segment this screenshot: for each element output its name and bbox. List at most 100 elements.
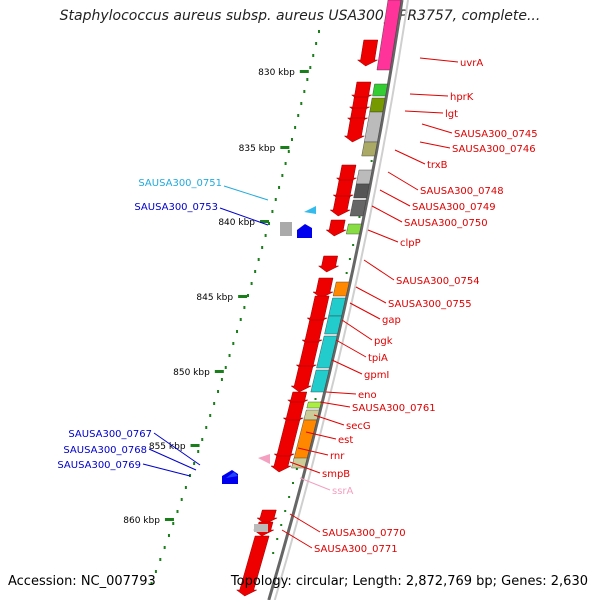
tick-guide-dot xyxy=(278,186,281,189)
feature-block xyxy=(369,97,386,113)
tick-guide-dot xyxy=(217,390,220,393)
tick-guide-dot xyxy=(232,342,235,345)
kbp-tick-mark xyxy=(299,70,309,73)
tick-guide-dot xyxy=(220,378,223,381)
accession-text: Accession: NC_007793 xyxy=(8,574,156,589)
tick-guide-dot xyxy=(274,198,277,201)
gene-label: pgk xyxy=(374,336,393,347)
kbp-tick-mark xyxy=(280,146,290,149)
gene-label: SAUSA300_0771 xyxy=(314,544,398,555)
gene-label: gap xyxy=(382,315,401,326)
rna-feature xyxy=(258,454,270,464)
reverse-gene-block xyxy=(280,222,292,236)
inner-guide-dot xyxy=(272,552,275,554)
tick-guide-dot xyxy=(172,522,175,525)
forward-gene-arrow xyxy=(235,535,270,597)
inner-guide-dot xyxy=(280,524,283,526)
label-connector xyxy=(325,391,357,395)
label-connector xyxy=(355,286,387,304)
inner-guide-dot xyxy=(358,216,361,218)
gene-label: SAUSA300_0754 xyxy=(396,276,480,287)
label-connector xyxy=(409,93,449,97)
feature-block xyxy=(310,369,330,393)
label-connector xyxy=(363,259,395,281)
tick-guide-dot xyxy=(284,162,287,165)
gene-label: SAUSA300_0746 xyxy=(452,144,536,155)
tick-guide-dot xyxy=(250,282,253,285)
inner-guide-dot xyxy=(314,398,317,400)
kbp-tick-mark xyxy=(164,518,174,521)
tick-guide-dot xyxy=(193,462,196,465)
tick-guide-dot xyxy=(213,402,216,405)
gene-label: tpiA xyxy=(368,353,388,364)
label-connector xyxy=(299,477,331,491)
tick-guide-dot xyxy=(264,234,267,237)
label-connector xyxy=(341,319,373,341)
inner-guide-dot xyxy=(352,244,355,246)
kbp-tick-mark xyxy=(260,220,270,223)
feature-block xyxy=(291,457,308,469)
kbp-tick-label: 855 kbp xyxy=(149,442,186,452)
feature-block xyxy=(316,335,338,369)
tick-guide-dot xyxy=(281,174,284,177)
tick-guide-dot xyxy=(254,270,257,273)
tick-guide-dot xyxy=(290,138,293,141)
inner-guide-dot xyxy=(284,510,287,512)
gene-label: secG xyxy=(346,421,371,432)
gene-label: ssrA xyxy=(332,486,354,497)
forward-gene-arrow xyxy=(290,365,314,393)
feature-block xyxy=(303,409,320,421)
tick-guide-dot xyxy=(300,102,303,105)
gene-label-left: SAUSA300_0768 xyxy=(63,445,147,456)
label-connector xyxy=(319,401,351,408)
backbone-inner xyxy=(273,0,409,600)
feature-block xyxy=(356,169,373,185)
gene-label: SAUSA300_0745 xyxy=(454,129,538,140)
tick-guide-dot xyxy=(159,558,162,561)
tick-guide-dot xyxy=(176,510,179,513)
tick-guide-dot xyxy=(261,246,264,249)
inner-guide-dot xyxy=(345,272,348,274)
tick-guide-dot xyxy=(317,30,320,33)
gene-label-left: SAUSA300_0751 xyxy=(138,178,222,189)
gene-label: est xyxy=(338,435,353,446)
tick-guide-dot xyxy=(209,414,212,417)
kbp-tick-label: 845 kbp xyxy=(196,293,233,303)
gene-label: SAUSA300_0761 xyxy=(352,403,436,414)
feature-block xyxy=(372,83,388,97)
kbp-tick-label: 860 kbp xyxy=(123,516,160,526)
gene-label: rnr xyxy=(330,451,345,462)
tick-guide-dot xyxy=(180,498,183,501)
reverse-gene-arrow-light xyxy=(304,206,316,214)
inner-guide-dot xyxy=(288,496,291,498)
gene-label: SAUSA300_0749 xyxy=(412,202,496,213)
feature-block xyxy=(353,183,370,199)
tick-guide-dot xyxy=(167,534,170,537)
inner-guide-dot xyxy=(295,468,298,470)
forward-gene-arrow xyxy=(356,39,379,67)
gene-label: uvrA xyxy=(460,58,483,69)
forward-gene-arrow xyxy=(329,195,351,217)
tick-guide-dot xyxy=(247,294,250,297)
kbp-tick-mark xyxy=(214,370,224,373)
tick-guide-dot xyxy=(315,42,318,45)
tick-guide-dot xyxy=(297,114,300,117)
label-connector xyxy=(419,57,459,63)
label-connector xyxy=(387,171,419,191)
tick-guide-dot xyxy=(271,210,274,213)
genome-summary-text: Topology: circular; Length: 2,872,769 bp… xyxy=(230,574,588,589)
tick-guide-dot xyxy=(184,486,187,489)
feature-block xyxy=(306,401,322,409)
label-connector xyxy=(379,189,411,207)
feature-block xyxy=(361,141,378,157)
feature-block xyxy=(349,199,367,217)
feature-block xyxy=(324,315,342,335)
label-connector xyxy=(289,513,321,533)
gene-label: gpmI xyxy=(364,370,389,381)
gene-label: SAUSA300_0748 xyxy=(420,186,504,197)
kbp-tick-label: 830 kbp xyxy=(258,68,295,78)
tick-guide-dot xyxy=(287,150,290,153)
feature-block xyxy=(332,281,350,297)
gene-label: SAUSA300_0770 xyxy=(322,528,406,539)
